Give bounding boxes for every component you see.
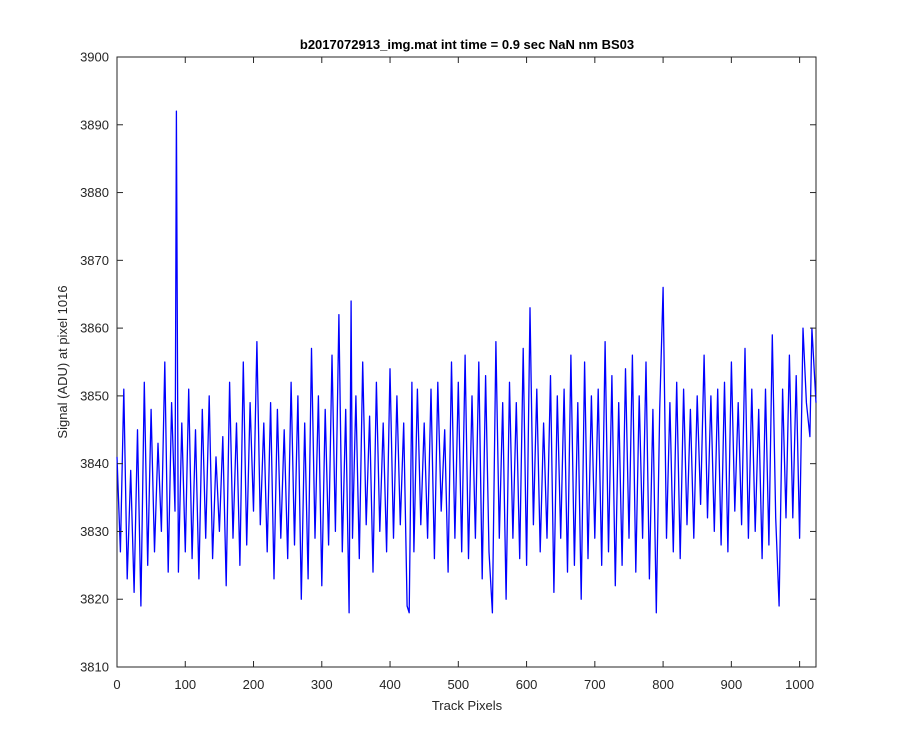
chart-title: b2017072913_img.mat int time = 0.9 sec N… [300, 37, 634, 52]
y-tick-label: 3850 [80, 388, 109, 403]
y-axis: 3810 3820 3830 3840 3850 3860 3870 3880 3890 3900 [80, 50, 816, 675]
x-tick-label: 500 [447, 677, 469, 692]
x-tick-label: 100 [174, 677, 196, 692]
y-tick-label: 3900 [80, 50, 109, 65]
x-axis-label: Track Pixels [432, 698, 503, 713]
x-tick-label: 200 [243, 677, 265, 692]
y-tick-label: 3820 [80, 592, 109, 607]
x-tick-label: 600 [516, 677, 538, 692]
y-axis-label: Signal (ADU) at pixel 1016 [55, 285, 70, 438]
y-tick-label: 3830 [80, 524, 109, 539]
y-tick-label: 3860 [80, 321, 109, 336]
y-tick-label: 3890 [80, 117, 109, 132]
series-line [116, 110, 817, 614]
y-tick-label: 3840 [80, 456, 109, 471]
x-axis: 0 100 200 300 400 500 600 700 800 900 1000 [113, 57, 814, 692]
axes-box [116, 56, 817, 668]
plot-area [116, 56, 817, 668]
x-tick-label: 400 [379, 677, 401, 692]
x-tick-label: 1000 [785, 677, 814, 692]
y-tick-label: 3810 [80, 660, 109, 675]
y-tick-label: 3870 [80, 253, 109, 268]
x-tick-label: 800 [652, 677, 674, 692]
x-tick-label: 300 [311, 677, 333, 692]
x-tick-label: 0 [113, 677, 120, 692]
x-tick-label: 700 [584, 677, 606, 692]
x-tick-label: 900 [721, 677, 743, 692]
y-tick-label: 3880 [80, 185, 109, 200]
